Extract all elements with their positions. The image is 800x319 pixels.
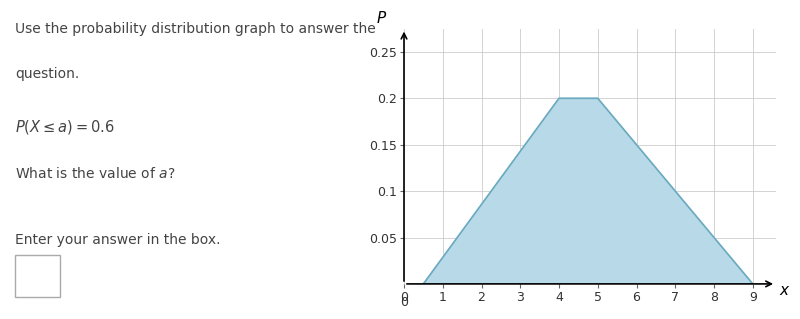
Polygon shape bbox=[423, 98, 753, 284]
Text: Enter your answer in the box.: Enter your answer in the box. bbox=[15, 233, 221, 247]
Text: P: P bbox=[376, 11, 386, 26]
Text: 0: 0 bbox=[400, 296, 408, 309]
Text: $P(X \leq a) = 0.6$: $P(X \leq a) = 0.6$ bbox=[15, 118, 115, 136]
Text: What is the value of $a$?: What is the value of $a$? bbox=[15, 166, 176, 181]
FancyBboxPatch shape bbox=[15, 255, 59, 297]
Text: question.: question. bbox=[15, 67, 80, 81]
Text: Use the probability distribution graph to answer the: Use the probability distribution graph t… bbox=[15, 22, 376, 36]
Text: x: x bbox=[779, 283, 788, 298]
